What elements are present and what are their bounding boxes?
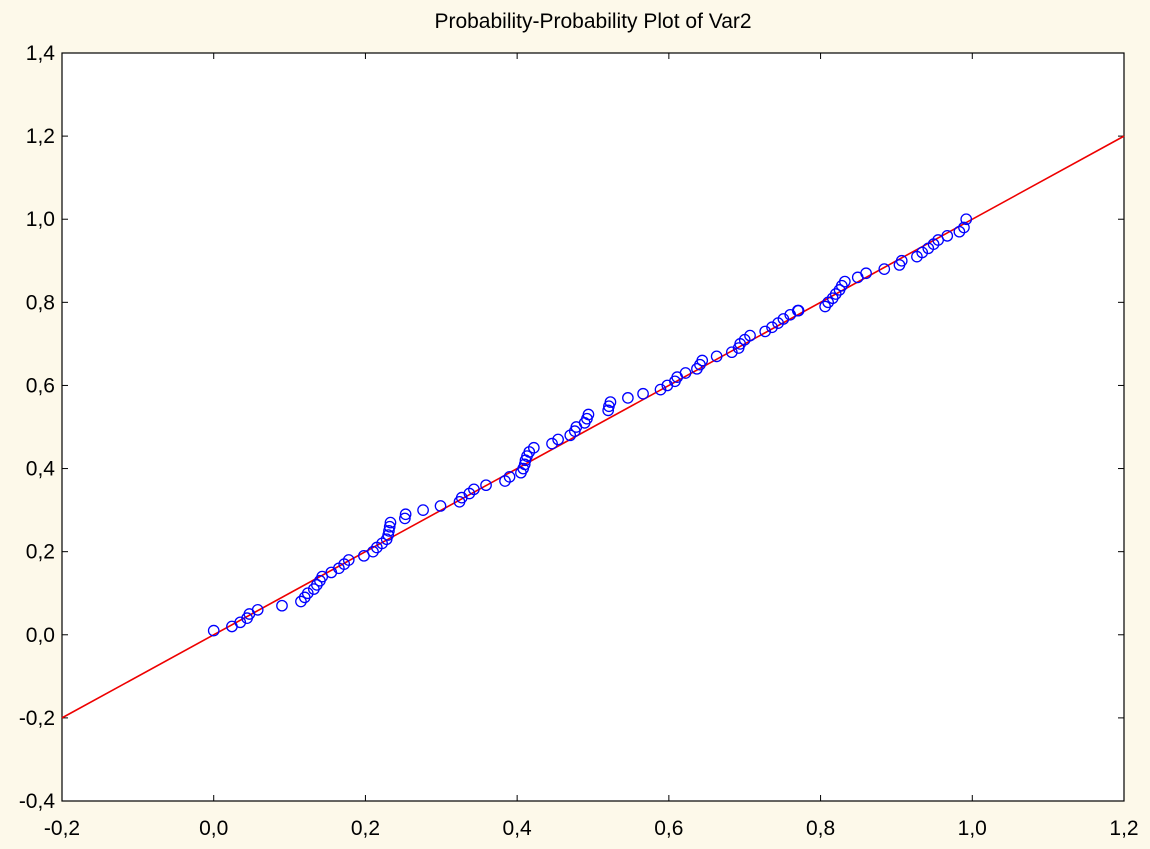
data-point (766, 321, 778, 334)
data-point (552, 433, 564, 446)
data-point (518, 458, 531, 471)
y-tick-label: 1,4 (26, 42, 56, 65)
y-axis: -0,4 -0,2 0,0 0,2 0,4 0,6 0,8 1,0 1,2 1,4 (19, 42, 1124, 813)
data-point (503, 471, 516, 483)
data-point (295, 595, 307, 608)
y-tick-label: -0,4 (19, 790, 56, 813)
data-point (744, 329, 756, 342)
y-tick-label: 0,4 (26, 458, 56, 481)
x-tick-label: 0,4 (503, 817, 533, 840)
y-tick-label: 0,0 (26, 624, 55, 647)
data-point (759, 325, 772, 338)
data-point (696, 354, 709, 367)
data-point (792, 304, 805, 317)
reference-line-layer (61, 135, 1125, 719)
data-point (468, 483, 480, 496)
data-point (829, 288, 842, 300)
data-point (838, 275, 851, 288)
data-point (941, 229, 954, 242)
x-tick-label: 0,2 (351, 817, 380, 840)
data-points (207, 213, 973, 637)
data-point (960, 213, 973, 226)
x-tick-label: 0,0 (199, 817, 228, 840)
data-point (679, 367, 692, 379)
x-tick-label: 1,0 (958, 817, 987, 840)
data-point (777, 313, 790, 325)
data-point (654, 383, 667, 396)
x-tick-label: 0,6 (654, 817, 683, 840)
data-point (207, 624, 220, 637)
data-point (860, 267, 872, 280)
data-point (480, 479, 492, 492)
y-tick-label: 1,0 (26, 208, 55, 231)
data-point (276, 599, 288, 612)
data-point (958, 221, 970, 234)
data-point (417, 504, 429, 516)
data-point (382, 529, 395, 541)
data-point (527, 441, 540, 454)
data-point (234, 616, 247, 629)
data-point (367, 545, 379, 558)
data-point (251, 603, 264, 616)
data-point (602, 404, 615, 417)
data-point (342, 554, 355, 566)
x-tick-label: 1,2 (1109, 817, 1138, 840)
data-point (878, 263, 891, 275)
x-tick-label: 0,8 (806, 817, 835, 840)
x-axis: -0,2 0,0 0,2 0,4 0,6 0,8 1,0 1,2 (44, 53, 1139, 840)
y-tick-label: 1,2 (26, 125, 55, 148)
data-point (383, 525, 395, 537)
data-point (301, 587, 314, 600)
data-point (916, 246, 929, 259)
data-point (622, 392, 634, 404)
data-point (383, 520, 396, 533)
y-tick-label: 0,2 (26, 541, 55, 564)
y-tick-label: -0,2 (19, 707, 55, 730)
data-point (637, 387, 649, 400)
data-point (582, 408, 595, 421)
x-tick-label: -0,2 (44, 817, 80, 840)
data-point (604, 396, 617, 408)
data-point (399, 512, 411, 525)
y-tick-label: 0,8 (26, 291, 55, 314)
data-point (546, 437, 558, 450)
reference-line (61, 135, 1125, 719)
y-tick-label: 0,6 (26, 374, 55, 397)
data-point (384, 516, 397, 529)
data-point (399, 508, 412, 521)
data-point (434, 500, 447, 512)
data-point (725, 346, 738, 359)
data-point (710, 350, 723, 363)
data-point (895, 254, 908, 267)
chart-title: Probability-Probability Plot of Var2 (434, 10, 752, 33)
